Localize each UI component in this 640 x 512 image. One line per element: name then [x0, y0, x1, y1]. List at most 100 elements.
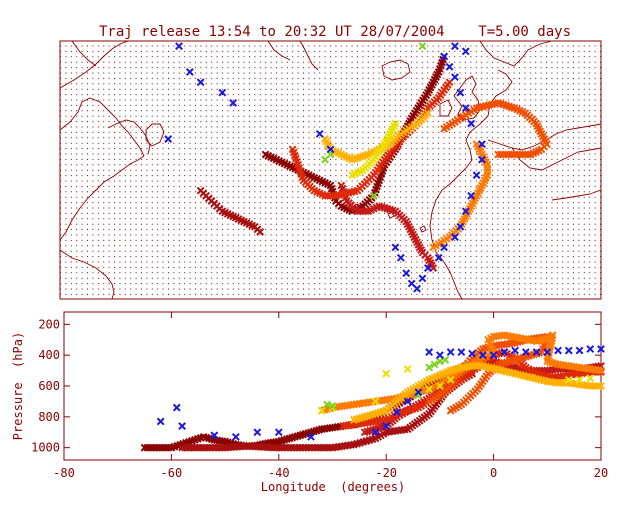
y-tick-label: 200: [38, 317, 60, 331]
pressure-frame: [63, 311, 602, 461]
pressure-trajectory-point: [597, 366, 605, 375]
map-trajectory-point: [461, 47, 470, 56]
pressure-trajectory-point: [382, 369, 391, 378]
map-trajectory-point: [461, 207, 470, 216]
pressure-trajectory-point: [446, 375, 455, 384]
pressure-trajectory-point: [274, 428, 283, 437]
map-trajectory-point: [423, 264, 432, 272]
map-grid: [60, 45, 601, 295]
map-trajectory-point: [361, 207, 370, 216]
map-trajectory-point: [440, 243, 449, 252]
map-trajectory-point: [451, 73, 459, 82]
map-trajectory-point: [434, 253, 443, 262]
map-trajectory-point: [185, 68, 194, 76]
map-trajectory-point: [467, 119, 476, 128]
map-trajectory-point: [164, 135, 173, 143]
x-tick-label: -80: [53, 466, 75, 480]
map-trajectory-point: [256, 228, 265, 236]
pressure-trajectory-point: [435, 357, 444, 366]
pressure-trajectory-point: [172, 403, 181, 412]
pressure-trajectory-point: [253, 428, 262, 437]
figure-title: Traj release 13:54 to 20:32 UT 28/07/200…: [99, 24, 571, 40]
pressure-trajectory-point: [446, 348, 455, 356]
pressure-trajectory-point: [425, 385, 434, 393]
map-trajectory-point: [369, 191, 378, 200]
coastline-newfoundland: [145, 123, 165, 147]
map-trajectory-point: [445, 62, 454, 71]
pressure-trajectory-point: [597, 345, 605, 353]
map-trajectory-point: [418, 274, 427, 283]
pressure-trajectory-point: [210, 431, 219, 440]
x-tick-label: 0: [490, 466, 497, 480]
map-trajectory-point: [423, 109, 432, 118]
pressure-trajectory-point: [554, 346, 562, 355]
map-trajectory-point: [196, 78, 205, 87]
map-trajectory-point: [402, 269, 411, 278]
map-trajectory-point: [418, 42, 427, 51]
pressure-trajectory-point: [564, 375, 573, 384]
coastline-greenland: [267, 40, 319, 71]
pressure-trajectory-point: [403, 365, 412, 373]
pressure-trajectory-point: [403, 397, 412, 406]
map-panel: [59, 40, 602, 300]
pressure-trajectory-point: [414, 388, 423, 397]
map-trajectory-point: [429, 243, 438, 252]
pressure-trajectory-point: [371, 428, 380, 437]
pressure-trajectory-point: [393, 408, 401, 417]
pressure-trajectory-point: [430, 360, 439, 369]
x-tick-label: 20: [594, 466, 608, 480]
coastline-north-america: [59, 40, 151, 300]
pressure-trajectory-point: [586, 345, 595, 353]
pressure-trajectory-point: [478, 351, 487, 360]
coastline-britain-ireland: [439, 75, 481, 121]
map-trajectory-point: [391, 119, 400, 128]
map-trajectory-point: [497, 150, 505, 159]
map-trajectory-point: [440, 52, 449, 61]
pressure-trajectory-point: [457, 348, 466, 356]
pressure-trajectory-point: [435, 351, 444, 360]
pressure-trajectory-point: [575, 375, 584, 384]
x-tick-label: -20: [375, 466, 397, 480]
pressure-trajectory-point: [425, 363, 434, 372]
pressure-trajectory-point: [328, 403, 337, 412]
map-trajectory-point: [451, 233, 459, 241]
pressure-trajectory-point: [328, 402, 337, 410]
pressure-trajectory-point: [543, 348, 552, 356]
map-trajectory-point: [329, 191, 338, 200]
pressure-trajectory-point: [468, 349, 477, 358]
pressure-trajectory-point: [231, 432, 240, 441]
pressure-trajectory-point: [323, 400, 332, 409]
pressure-trajectory-point: [435, 382, 444, 390]
map-trajectory-point: [315, 129, 324, 138]
pressure-trajectory-point: [317, 406, 326, 415]
map-trajectories: [164, 42, 551, 293]
pressure-trajectory-point: [586, 374, 595, 383]
pressure-trajectory-point: [594, 382, 603, 390]
map-trajectory-point: [467, 191, 476, 200]
map-trajectory-point: [218, 88, 227, 97]
y-tick-label: 600: [38, 379, 60, 393]
pressure-trajectory-point: [489, 351, 498, 360]
pressure-trajectory-point: [575, 346, 584, 355]
pressure-trajectory-point: [521, 348, 530, 356]
x-tick-label: -40: [268, 466, 290, 480]
map-trajectory-point: [451, 42, 459, 51]
pressure-trajectory-point: [500, 348, 509, 356]
map-trajectory-point: [413, 284, 421, 293]
pressure-trajectory-point: [532, 348, 541, 356]
map-trajectory-point: [229, 99, 238, 107]
pressure-trajectory-point: [425, 348, 434, 356]
y-tick-label: 800: [38, 410, 60, 424]
pressure-panel: -80 -60 -40 -20 0 20 200 400 600 800 1000 Longitud…: [11, 311, 608, 494]
x-axis-label: Longitude (degrees): [261, 480, 406, 494]
pressure-trajectory-point: [156, 417, 165, 426]
map-trajectory-point: [494, 150, 503, 159]
y-axis-label: Pressure (hPa): [11, 332, 25, 440]
pressure-trajectory-point: [178, 422, 187, 430]
pressure-trajectory-point: [597, 382, 605, 390]
pressure-trajectory-point: [371, 397, 380, 406]
x-tick-label: -60: [161, 466, 183, 480]
map-trajectory-point: [326, 145, 335, 154]
map-trajectory-point: [478, 140, 486, 149]
